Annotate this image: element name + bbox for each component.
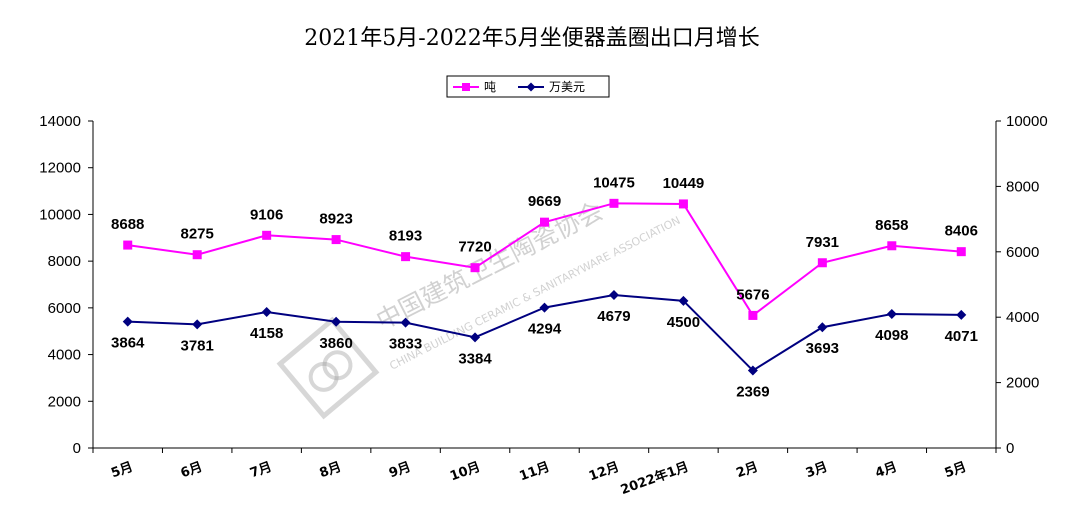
point-marker-tons — [609, 198, 619, 208]
data-label-tons: 9669 — [528, 193, 561, 210]
point-marker-usd — [470, 332, 481, 343]
data-label-usd: 4500 — [667, 314, 700, 331]
data-label-tons: 8658 — [875, 217, 908, 234]
data-label-usd: 4294 — [528, 321, 562, 338]
data-label-usd: 3864 — [111, 335, 145, 352]
data-label-tons: 8275 — [181, 226, 214, 243]
point-marker-tons — [678, 199, 688, 209]
data-label-tons: 10449 — [663, 175, 705, 192]
data-label-usd: 4679 — [597, 308, 630, 325]
x-tick-label: 2月 — [734, 460, 760, 482]
data-label-tons: 8406 — [945, 223, 978, 240]
x-tick-label: 4月 — [873, 460, 899, 482]
point-marker-tons — [192, 250, 202, 260]
data-label-usd: 3833 — [389, 336, 422, 353]
point-marker-usd — [331, 316, 342, 327]
point-marker-tons — [331, 235, 341, 245]
right-tick-label: 0 — [1006, 440, 1014, 457]
data-label-tons: 8923 — [319, 211, 352, 228]
right-tick-label: 8000 — [1006, 178, 1039, 195]
chart-title: 2021年5月-2022年5月坐便器盖圈出口月增长 — [304, 26, 759, 51]
left-tick-label: 10000 — [39, 206, 81, 223]
watermark-logo — [276, 316, 380, 420]
point-marker-tons — [748, 310, 758, 320]
plot-area: 8688 8275 9106 8923 8193 7720 9669 10475 10449 56… — [111, 174, 978, 400]
data-label-usd: 4098 — [875, 327, 908, 344]
left-tick-label: 8000 — [48, 253, 81, 270]
left-tick-label: 14000 — [39, 113, 81, 130]
right-tick-label: 10000 — [1006, 113, 1048, 130]
legend-swatch-marker-usd — [526, 82, 536, 92]
left-tick-label: 0 — [73, 440, 81, 457]
right-axis-ticks: 0 2000 4000 6000 8000 10000 — [996, 113, 1048, 457]
x-tick-label: 12月 — [587, 460, 621, 485]
point-marker-tons — [401, 252, 411, 262]
left-tick-label: 4000 — [48, 347, 81, 364]
left-tick-label: 6000 — [48, 300, 81, 317]
x-tick-label: 10月 — [448, 460, 482, 485]
point-marker-usd — [886, 308, 897, 319]
point-marker-usd — [261, 307, 272, 318]
point-marker-usd — [678, 295, 689, 306]
data-label-tons: 7931 — [806, 234, 839, 251]
point-marker-tons — [887, 241, 897, 251]
x-tick-label: 7月 — [248, 460, 274, 482]
x-tick-label: 11月 — [518, 460, 552, 485]
data-label-usd: 2369 — [736, 384, 769, 401]
right-tick-label: 2000 — [1006, 375, 1039, 392]
right-tick-label: 4000 — [1006, 309, 1039, 326]
point-marker-usd — [817, 322, 828, 333]
point-marker-usd — [747, 365, 758, 376]
left-tick-label: 2000 — [48, 393, 81, 410]
x-tick-label: 2022年1月 — [618, 459, 690, 498]
data-label-tons: 10475 — [593, 174, 635, 191]
legend-label-usd: 万美元 — [549, 80, 585, 94]
data-label-tons: 9106 — [250, 206, 283, 223]
watermark: 中国建筑卫生陶瓷协会 CHINA BUILDING CERAMIC & SANI… — [276, 196, 682, 420]
x-tick-label: 6月 — [179, 460, 205, 482]
point-marker-usd — [400, 317, 411, 328]
data-label-usd: 4071 — [945, 328, 978, 345]
point-marker-tons — [817, 258, 827, 268]
point-marker-tons — [956, 247, 966, 257]
data-label-usd: 3384 — [458, 350, 492, 367]
x-tick-label: 8月 — [318, 460, 344, 482]
point-marker-usd — [122, 316, 133, 327]
x-tick-label: 5月 — [109, 460, 135, 482]
data-label-tons: 7720 — [458, 239, 491, 256]
legend-swatch-marker-tons — [462, 83, 470, 91]
data-label-tons: 8688 — [111, 216, 144, 233]
point-marker-tons — [123, 240, 133, 250]
data-label-tons: 5676 — [736, 286, 769, 303]
point-marker-usd — [956, 309, 967, 320]
x-tick-label: 3月 — [804, 460, 830, 482]
point-marker-usd — [539, 302, 550, 313]
point-marker-usd — [192, 319, 203, 330]
point-marker-tons — [540, 217, 549, 227]
data-label-usd: 3781 — [181, 337, 214, 354]
data-label-usd: 4158 — [250, 325, 283, 342]
point-marker-usd — [608, 289, 619, 300]
x-tick-label: 9月 — [387, 460, 413, 482]
legend-label-tons: 吨 — [484, 80, 496, 94]
x-tick-label: 5月 — [943, 460, 969, 482]
left-tick-label: 12000 — [39, 160, 81, 177]
left-axis-ticks: 0 2000 4000 6000 8000 10000 12000 14000 — [39, 113, 93, 457]
point-marker-tons — [470, 263, 480, 273]
legend: 吨 万美元 — [446, 75, 610, 98]
point-marker-tons — [262, 230, 272, 240]
data-label-usd: 3860 — [319, 335, 352, 352]
data-label-tons: 8193 — [389, 228, 422, 245]
data-label-usd: 3693 — [806, 340, 839, 357]
right-tick-label: 6000 — [1006, 244, 1039, 261]
